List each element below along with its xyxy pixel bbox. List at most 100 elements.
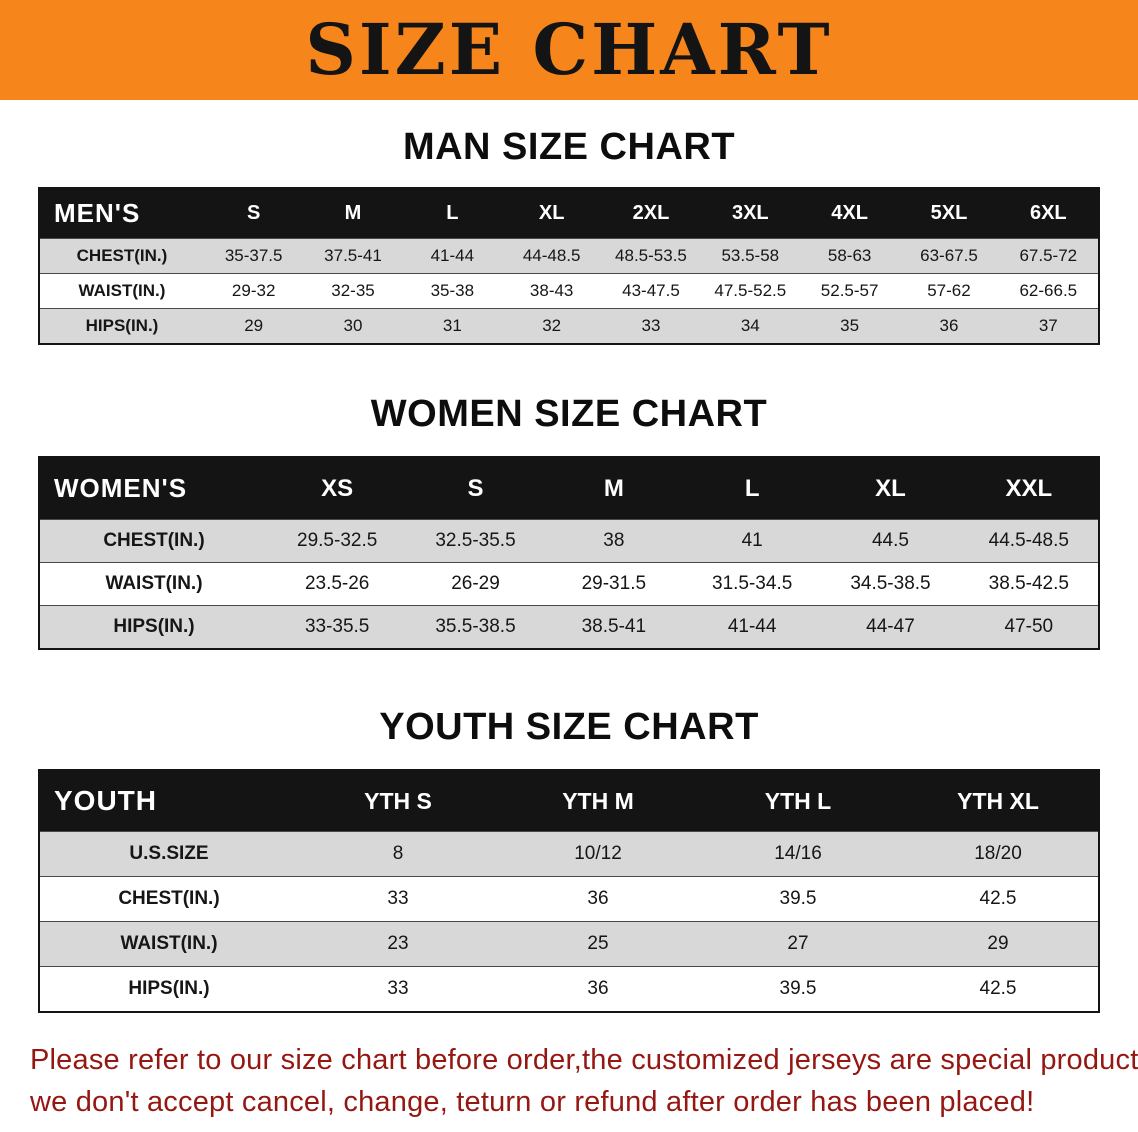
disclaimer-line-1: Please refer to our size chart before or… [30, 1044, 1138, 1076]
size-header-cell: 5XL [899, 189, 999, 239]
value-cell: 32-35 [303, 273, 403, 309]
size-chart-banner: SIZE CHART [0, 0, 1138, 100]
disclaimer-line-2: we don't accept cancel, change, teturn o… [30, 1086, 1035, 1119]
value-cell: 35-37.5 [204, 238, 304, 274]
table-row: CHEST(IN.) 29.5-32.5 32.5-35.5 38 41 44.5 44.5… [40, 519, 1098, 563]
table-header-row: YOUTH YTH S YTH M YTH L YTH XL [40, 771, 1098, 832]
value-cell: 52.5-57 [799, 273, 900, 309]
value-cell: 8 [298, 831, 498, 877]
value-cell: 38.5-42.5 [959, 562, 1098, 606]
value-cell: 38.5-41 [544, 605, 683, 648]
size-header-cell: XL [501, 189, 602, 239]
value-cell: 39.5 [698, 966, 898, 1011]
size-header-cell: L [682, 458, 822, 520]
value-cell: 29-32 [204, 273, 304, 309]
row-label-cell: CHEST(IN.) [40, 238, 204, 274]
value-cell: 34 [700, 308, 800, 343]
table-row: WAIST(IN.) 23 25 27 29 [40, 921, 1098, 967]
size-header-cell: YTH S [298, 771, 498, 832]
value-cell: 35 [799, 308, 900, 343]
value-cell: 32 [501, 308, 602, 343]
women-size-table: WOMEN'S XS S M L XL XXL CHEST(IN.) 29.5-32.5 32.5… [38, 456, 1100, 650]
women-section-heading: WOMEN SIZE CHART [370, 393, 768, 435]
size-header-cell: XXL [959, 458, 1098, 520]
men-size-chart-section: MAN SIZE CHART MEN'S S M L XL 2XL 3XL 4XL 5XL 6XL… [0, 126, 1138, 345]
value-cell: 31 [402, 308, 502, 343]
value-cell: 63-67.5 [899, 238, 999, 274]
youth-size-chart-section: YOUTH SIZE CHART YOUTH YTH S YTH M YTH L YTH… [0, 706, 1138, 1013]
size-header-cell: S [406, 458, 545, 520]
men-section-heading: MAN SIZE CHART [402, 126, 736, 168]
table-row: U.S.SIZE 8 10/12 14/16 18/20 [40, 831, 1098, 877]
table-title-cell: WOMEN'S [40, 458, 268, 520]
value-cell: 41 [682, 519, 822, 563]
row-label-cell: HIPS(IN.) [40, 308, 204, 343]
row-label-cell: HIPS(IN.) [40, 605, 268, 648]
table-row: WAIST(IN.) 23.5-26 26-29 29-31.5 31.5-34.5 34… [40, 562, 1098, 606]
size-header-cell: L [402, 189, 502, 239]
value-cell: 27 [698, 921, 898, 967]
size-header-cell: YTH XL [898, 771, 1098, 832]
row-label-cell: WAIST(IN.) [40, 921, 298, 967]
size-header-cell: 3XL [700, 189, 800, 239]
row-label-cell: WAIST(IN.) [40, 273, 204, 309]
value-cell: 29 [898, 921, 1098, 967]
value-cell: 53.5-58 [700, 238, 800, 274]
youth-section-heading: YOUTH SIZE CHART [379, 706, 759, 748]
value-cell: 23.5-26 [268, 562, 407, 606]
table-row: HIPS(IN.) 29 30 31 32 33 34 35 36 37 [40, 308, 1098, 343]
value-cell: 33 [601, 308, 701, 343]
row-label-cell: U.S.SIZE [40, 831, 298, 877]
size-header-cell: YTH M [498, 771, 698, 832]
value-cell: 43-47.5 [601, 273, 701, 309]
value-cell: 31.5-34.5 [682, 562, 822, 606]
value-cell: 26-29 [406, 562, 545, 606]
value-cell: 14/16 [698, 831, 898, 877]
row-label-cell: CHEST(IN.) [40, 519, 268, 563]
value-cell: 29 [204, 308, 304, 343]
value-cell: 10/12 [498, 831, 698, 877]
value-cell: 36 [498, 876, 698, 922]
table-row: CHEST(IN.) 33 36 39.5 42.5 [40, 876, 1098, 922]
size-header-cell: YTH L [698, 771, 898, 832]
value-cell: 23 [298, 921, 498, 967]
value-cell: 39.5 [698, 876, 898, 922]
value-cell: 33-35.5 [268, 605, 407, 648]
value-cell: 32.5-35.5 [406, 519, 545, 563]
value-cell: 38-43 [501, 273, 602, 309]
value-cell: 42.5 [898, 876, 1098, 922]
size-table: YOUTH YTH S YTH M YTH L YTH XL U.S.SIZE 8 10/12… [40, 771, 1098, 1011]
value-cell: 44-47 [821, 605, 960, 648]
men-size-table: MEN'S S M L XL 2XL 3XL 4XL 5XL 6XL CHEST(IN.) 35-37… [38, 187, 1100, 345]
value-cell: 47.5-52.5 [700, 273, 800, 309]
value-cell: 35.5-38.5 [406, 605, 545, 648]
size-header-cell: M [303, 189, 403, 239]
value-cell: 25 [498, 921, 698, 967]
value-cell: 57-62 [899, 273, 999, 309]
value-cell: 42.5 [898, 966, 1098, 1011]
value-cell: 37.5-41 [303, 238, 403, 274]
table-header-row: MEN'S S M L XL 2XL 3XL 4XL 5XL 6XL [40, 189, 1098, 239]
value-cell: 36 [899, 308, 999, 343]
table-row: WAIST(IN.) 29-32 32-35 35-38 38-43 43-47.5 47.… [40, 273, 1098, 309]
value-cell: 29.5-32.5 [268, 519, 407, 563]
value-cell: 18/20 [898, 831, 1098, 877]
row-label-cell: WAIST(IN.) [40, 562, 268, 606]
disclaimer-note: Please refer to our size chart before or… [0, 1039, 1138, 1123]
women-size-chart-section: WOMEN SIZE CHART WOMEN'S XS S M L XL XXL CHEST(… [0, 393, 1138, 650]
size-header-cell: 6XL [998, 189, 1098, 239]
value-cell: 44.5-48.5 [959, 519, 1098, 563]
size-header-cell: 2XL [601, 189, 701, 239]
value-cell: 34.5-38.5 [821, 562, 960, 606]
table-row: CHEST(IN.) 35-37.5 37.5-41 41-44 44-48.5 48.5… [40, 238, 1098, 274]
row-label-cell: HIPS(IN.) [40, 966, 298, 1011]
size-table: MEN'S S M L XL 2XL 3XL 4XL 5XL 6XL CHEST(IN.) 35-37… [40, 189, 1098, 343]
size-header-cell: XL [821, 458, 960, 520]
value-cell: 41-44 [682, 605, 822, 648]
value-cell: 30 [303, 308, 403, 343]
table-title-cell: MEN'S [40, 189, 204, 239]
size-header-cell: M [544, 458, 683, 520]
table-row: HIPS(IN.) 33-35.5 35.5-38.5 38.5-41 41-44 44-… [40, 605, 1098, 648]
value-cell: 35-38 [402, 273, 502, 309]
value-cell: 33 [298, 876, 498, 922]
